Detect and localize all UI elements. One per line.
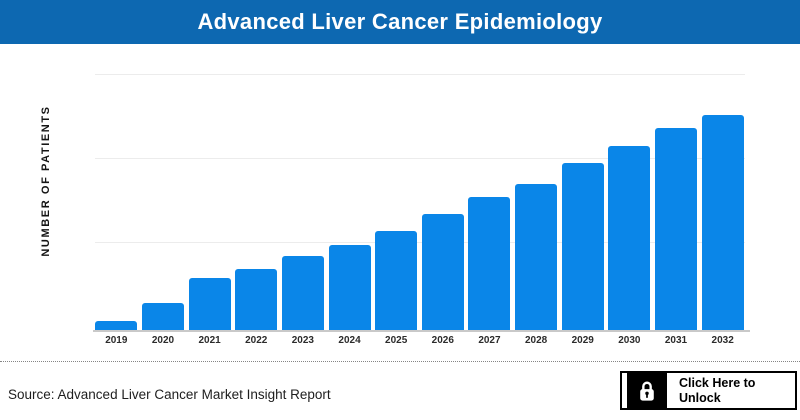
gridline <box>95 74 745 75</box>
bar-2029 <box>561 163 604 330</box>
bar-2021 <box>188 278 231 330</box>
header-banner: Advanced Liver Cancer Epidemiology <box>0 0 800 44</box>
bar-slot: 2020 <box>140 115 187 346</box>
epidemiology-bar-chart: NUMBER OF PATIENTS 2019 2020 2021 2022 2023 2… <box>0 44 800 359</box>
bar-2025 <box>375 231 418 330</box>
x-tick-label: 2031 <box>664 335 688 346</box>
bar-2023 <box>281 256 324 330</box>
bar-slot: 2025 <box>373 115 420 346</box>
x-tick-label: 2020 <box>151 335 175 346</box>
lock-icon-box <box>627 373 667 408</box>
bar-slot: 2031 <box>653 115 700 346</box>
bar-slot: 2030 <box>606 115 653 346</box>
x-tick-label: 2027 <box>478 335 501 346</box>
bar-slot: 2022 <box>233 115 280 346</box>
bar-2020 <box>141 303 184 330</box>
gridline <box>95 242 745 243</box>
lock-icon <box>640 381 654 401</box>
unlock-label-line1: Click Here to <box>679 375 756 390</box>
unlock-button[interactable]: Click Here to Unlock <box>620 371 797 410</box>
page-title: Advanced Liver Cancer Epidemiology <box>197 9 603 34</box>
bar-slot: 2023 <box>280 115 327 346</box>
bar-2022 <box>235 269 278 330</box>
x-tick-label: 2026 <box>431 335 454 346</box>
bar-slot: 2026 <box>419 115 466 346</box>
unlock-button-label: Click Here to Unlock <box>667 373 795 408</box>
x-tick-label: 2023 <box>291 335 314 346</box>
bar-2032 <box>701 115 744 330</box>
bar-slot: 2027 <box>466 115 513 346</box>
x-tick-label: 2029 <box>571 335 594 346</box>
x-tick-label: 2022 <box>245 335 268 346</box>
bar-2026 <box>421 214 464 330</box>
x-tick-label: 2030 <box>618 335 641 346</box>
bar-slot: 2021 <box>186 115 233 346</box>
y-axis-title: NUMBER OF PATIENTS <box>40 105 52 257</box>
bar-slot: 2024 <box>326 115 373 346</box>
unlock-label-line2: Unlock <box>679 390 721 405</box>
x-tick-label: 2025 <box>385 335 408 346</box>
bar-2028 <box>515 184 558 330</box>
source-text: Source: Advanced Liver Cancer Market Ins… <box>8 387 331 402</box>
bar-2030 <box>608 146 651 330</box>
bar-2031 <box>655 128 697 330</box>
x-tick-label: 2019 <box>105 335 128 346</box>
bar-slot: 2028 <box>513 115 560 346</box>
bar-slot: 2019 <box>93 115 140 346</box>
x-tick-label: 2028 <box>524 335 548 346</box>
x-tick-label: 2032 <box>711 335 734 346</box>
bar-2027 <box>468 197 511 330</box>
bar-slot: 2032 <box>699 115 746 346</box>
x-axis-line <box>93 330 750 332</box>
bar-2019 <box>95 321 138 330</box>
bars-container: 2019 2020 2021 2022 2023 2024 2025 2026 2027 2028… <box>93 115 746 346</box>
dotted-divider <box>0 361 800 362</box>
bar-2024 <box>328 245 371 330</box>
bar-slot: 2029 <box>559 115 606 346</box>
x-tick-label: 2024 <box>338 335 361 346</box>
gridline <box>95 158 745 159</box>
x-tick-label: 2021 <box>198 335 221 346</box>
